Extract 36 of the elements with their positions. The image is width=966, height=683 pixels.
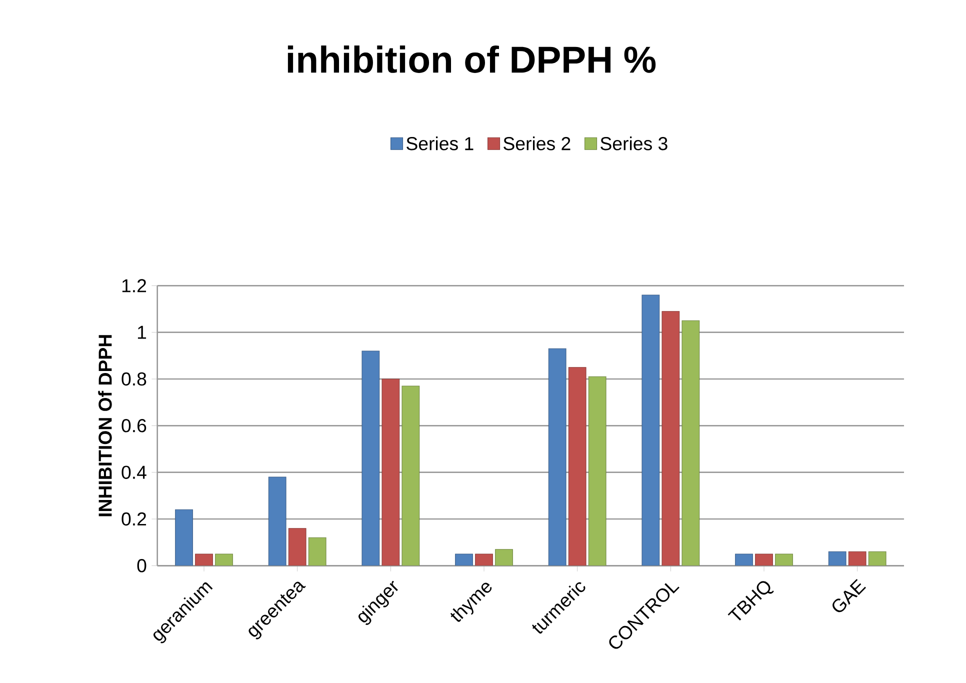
bar xyxy=(775,554,793,566)
chart-title: inhibition of DPPH % xyxy=(288,46,656,73)
y-tick-label: 0.8 xyxy=(122,372,146,386)
y-tick-label: 0 xyxy=(137,559,146,572)
legend-label: Series 3 xyxy=(600,136,668,150)
bar xyxy=(402,386,420,566)
bar xyxy=(455,554,473,566)
bar xyxy=(308,537,326,566)
legend-label: Series 1 xyxy=(406,136,474,150)
bar xyxy=(848,551,866,566)
bar xyxy=(215,554,233,566)
bar xyxy=(568,367,586,566)
y-tick-label: 0.2 xyxy=(122,512,146,526)
bar xyxy=(682,320,700,566)
bar xyxy=(288,528,306,566)
bar xyxy=(195,554,213,566)
bar xyxy=(495,549,513,566)
bar xyxy=(755,554,773,566)
bar xyxy=(268,476,286,566)
bar xyxy=(828,551,846,566)
y-axis-title: INHIBITION Of DPPH xyxy=(98,335,112,516)
bar xyxy=(362,350,380,566)
bar xyxy=(868,551,886,566)
bar xyxy=(735,554,753,566)
bar xyxy=(475,554,493,566)
legend-label: Series 2 xyxy=(504,136,570,150)
bar xyxy=(642,294,660,566)
y-tick-label: 0.6 xyxy=(122,419,146,432)
bar xyxy=(548,348,566,566)
bar xyxy=(588,376,606,566)
bar xyxy=(382,378,400,566)
bar xyxy=(175,509,193,566)
bar xyxy=(662,311,680,566)
y-tick-label: 1.2 xyxy=(122,279,146,292)
y-tick-label: 1 xyxy=(138,326,146,339)
y-tick-label: 0.4 xyxy=(122,466,146,479)
